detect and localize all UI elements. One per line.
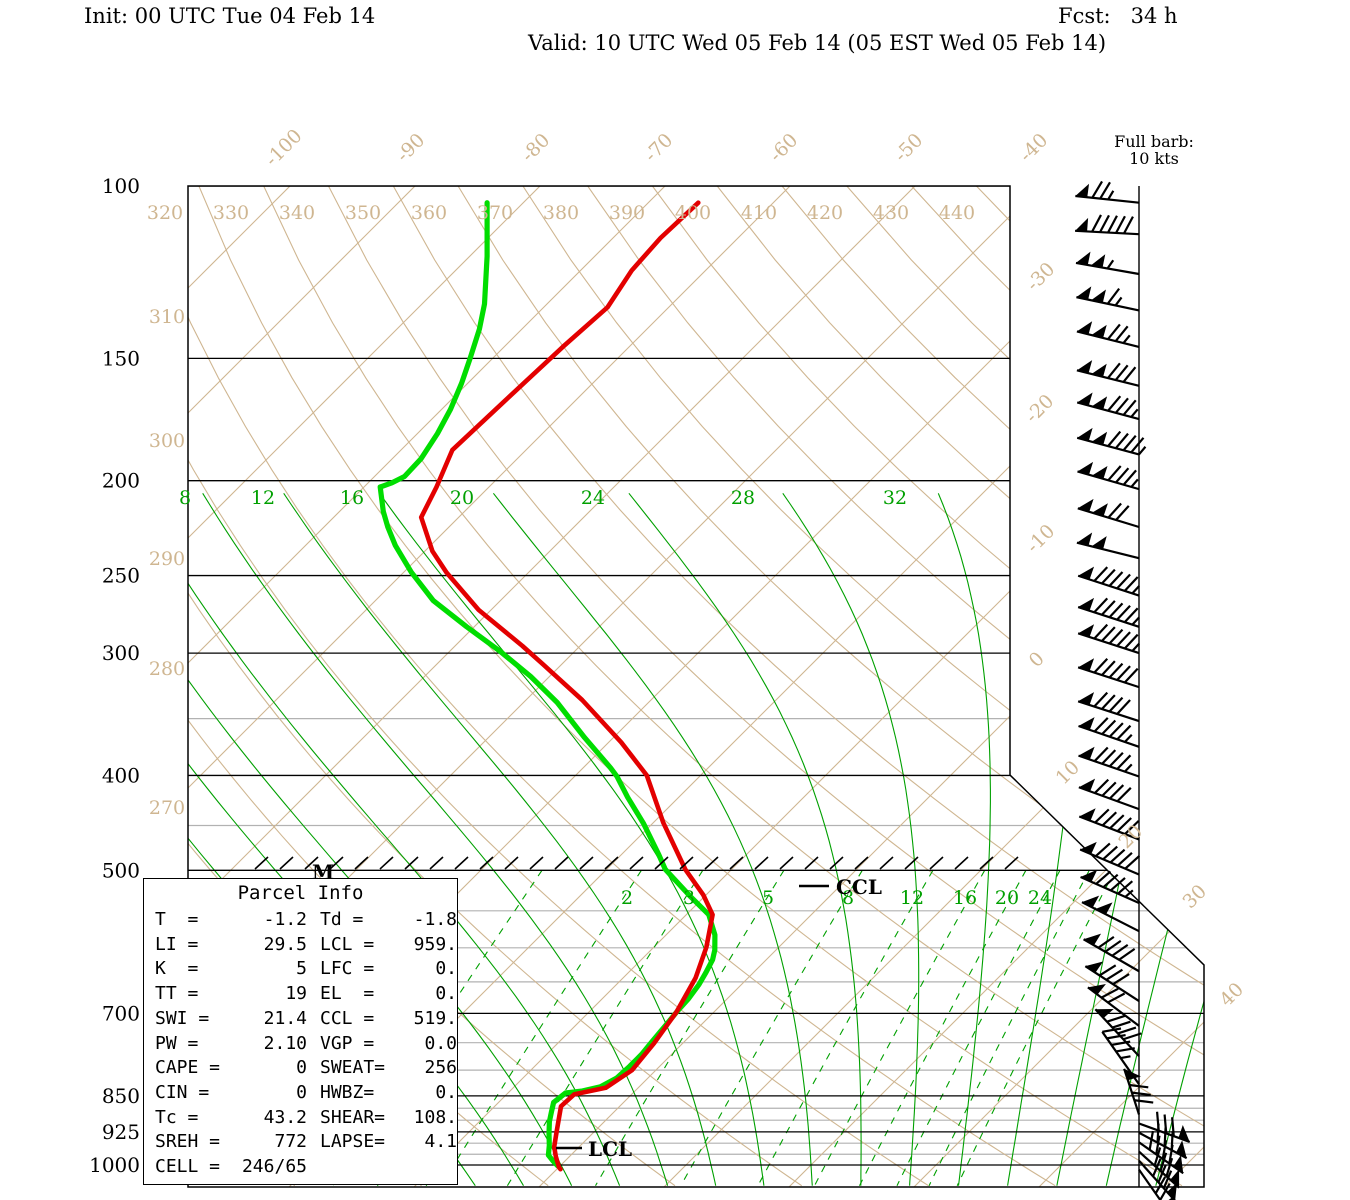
adiabat-label-top: 380 [543,202,579,224]
parcel-row: PW = 2.10 VGP = 0.0 [155,1032,457,1054]
mixing-ratio-label: 3 [683,887,695,909]
mixing-ratio-label: 8 [842,887,854,909]
mixing-ratio-label: 16 [953,887,977,909]
isotherm-label-right: 0 [1025,648,1049,672]
pressure-label: 925 [102,1120,140,1144]
isotherm-label-top: -80 [517,129,554,166]
isotherm-label-right: -20 [1021,390,1058,427]
pressure-label: 250 [102,564,140,588]
parcel-row: CIN = 0 HWBZ= 0. [155,1081,457,1103]
adiabat-label-top: 360 [411,202,447,224]
isotherm-label-top: -70 [640,129,677,166]
isotherm-label-top: -90 [392,129,429,166]
barb-legend: Full barb: 10 kts [1098,133,1210,167]
isotherm-lines [188,186,1204,1187]
moist-adiabat-label: 12 [251,487,275,509]
mixing-ratio-labels: 2 3 5 8 12 16 20 24 [621,887,1052,909]
moist-adiabat-label: 24 [581,487,605,509]
init-time: Init: 00 UTC Tue 04 Feb 14 [84,4,376,28]
parcel-info-box: Parcel Info T = -1.2 Td = -1.8 LI = 29.5 LCL =… [143,878,458,1185]
pressure-label: 1000 [89,1153,140,1177]
mixing-ratio-label: 20 [995,887,1019,909]
isotherm-label-top: -40 [1015,129,1052,166]
mixing-ratio-lines [332,869,1116,1187]
parcel-row: LI = 29.5 LCL = 959. [155,933,457,955]
hatch-marks-500 [254,856,1019,870]
isotherm-label-top: -50 [890,129,927,166]
isotherm-label-right: 40 [1215,978,1248,1011]
pressure-label: 850 [102,1084,140,1108]
adiabat-label-left: 300 [149,430,185,452]
pressure-label: 200 [102,469,140,493]
adiabat-label-left: 310 [149,306,185,328]
isotherm-label-right: 10 [1051,756,1084,789]
parcel-row: TT = 19 EL = 0. [155,983,457,1005]
pressure-label: 300 [102,641,140,665]
pressure-axis-labels: 100 150 200 250 300 400 500 700 850 925 1000 [89,174,140,1177]
adiabat-label-top: 330 [213,202,249,224]
parcel-row: SREH = 772 LAPSE= 4.1 [155,1131,457,1153]
moist-adiabat-label: 28 [731,487,755,509]
adiabat-label-left: 290 [149,548,185,570]
isotherm-label-top: -60 [765,129,802,166]
barb-legend-line1: Full barb: [1114,132,1194,151]
valid-time: Valid: 10 UTC Wed 05 Feb 14 (05 EST Wed … [528,31,1107,55]
isotherm-label-right: 20 [1114,820,1147,853]
moist-adiabat-labels: 8 12 16 20 24 28 32 [179,487,907,509]
parcel-row: CAPE = 0 SWEAT= 256 [155,1057,457,1079]
parcel-row: T = -1.2 Td = -1.8 [155,909,457,930]
temperature-curve [418,200,715,1172]
forecast-hour: Fcst: 34 h [1058,4,1178,28]
marker-ccl: CCL [836,875,882,899]
pressure-label: 500 [102,858,140,882]
adiabat-label-left: 280 [149,658,185,680]
parcel-info-title: Parcel Info [237,882,364,904]
pressure-label: 700 [102,1001,140,1025]
mixing-ratio-label: 5 [762,887,774,909]
isotherm-label-top: -100 [261,125,307,171]
parcel-row: K = 5 LFC = 0. [155,958,457,980]
pressure-label: 100 [102,174,140,198]
barb-legend-line2: 10 kts [1129,149,1179,168]
mixing-ratio-label: 24 [1028,887,1052,909]
adiabat-label-top: 410 [741,202,777,224]
mixing-ratio-label: 2 [621,887,633,909]
wind-barbs [1075,180,1191,1200]
adiabat-label-top: 420 [807,202,843,224]
adiabat-label-top: 350 [345,202,381,224]
isotherm-label-right: -30 [1022,258,1059,295]
moist-adiabat-label: 32 [883,487,907,509]
moist-adiabat-label: 20 [450,487,474,509]
adiabat-label-top: 370 [477,202,513,224]
moist-adiabat-label: 8 [179,487,191,509]
adiabat-label-top: 440 [939,202,975,224]
adiabat-label-top: 320 [147,202,183,224]
parcel-row: Tc = 43.2 SHEAR= 108. [155,1106,457,1128]
isotherm-label-right: 30 [1178,880,1211,913]
parcel-row: SWI = 21.4 CCL = 519. [155,1007,457,1029]
pressure-label: 150 [102,346,140,370]
adiabat-label-top: 430 [873,202,909,224]
parcel-row: CELL = 246/65 [155,1156,307,1178]
adiabat-label-top: 400 [675,202,711,224]
mixing-ratio-label: 12 [900,887,924,909]
chart-border [187,185,1205,1188]
adiabat-label-left: 270 [149,797,185,819]
pressure-label: 400 [102,763,140,787]
adiabat-label-top: 390 [609,202,645,224]
isotherm-label-right: -10 [1022,520,1059,557]
dry-adiabat-labels: 320 330 340 350 360 370 380 390 400 410 420 430 440 3… [147,202,975,819]
parcel-info-rows: T = -1.2 Td = -1.8 LI = 29.5 LCL = 959. K = 5 LFC … [144,908,457,1180]
adiabat-label-top: 340 [279,202,315,224]
marker-lcl: LCL [588,1137,632,1161]
moist-adiabat-label: 16 [340,487,364,509]
